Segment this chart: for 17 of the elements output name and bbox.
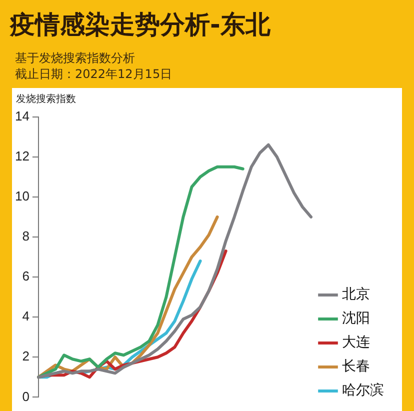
legend-label: 沈阳 <box>342 310 370 327</box>
y-tick-label: 0 <box>22 388 30 404</box>
y-tick-label: 8 <box>22 228 30 244</box>
y-tick-label: 12 <box>14 148 30 164</box>
chart-subtitle: 基于发烧搜索指数分析 <box>15 50 135 67</box>
y-axis-title: 发烧搜索指数 <box>16 92 76 106</box>
legend-label: 长春 <box>342 358 370 375</box>
y-tick-label: 6 <box>22 268 30 284</box>
legend-label: 大连 <box>342 334 370 351</box>
y-tick-label: 14 <box>14 108 30 124</box>
y-tick-label: 2 <box>22 348 30 364</box>
text: 截止日期：2022年12月15日 <box>15 66 172 83</box>
legend-label: 北京 <box>342 286 370 303</box>
legend-label: 哈尔滨 <box>342 382 384 399</box>
chart-title: 疫情感染走势分析-东北 <box>10 9 270 41</box>
y-tick-label: 10 <box>14 188 30 204</box>
y-tick-label: 4 <box>22 308 30 324</box>
